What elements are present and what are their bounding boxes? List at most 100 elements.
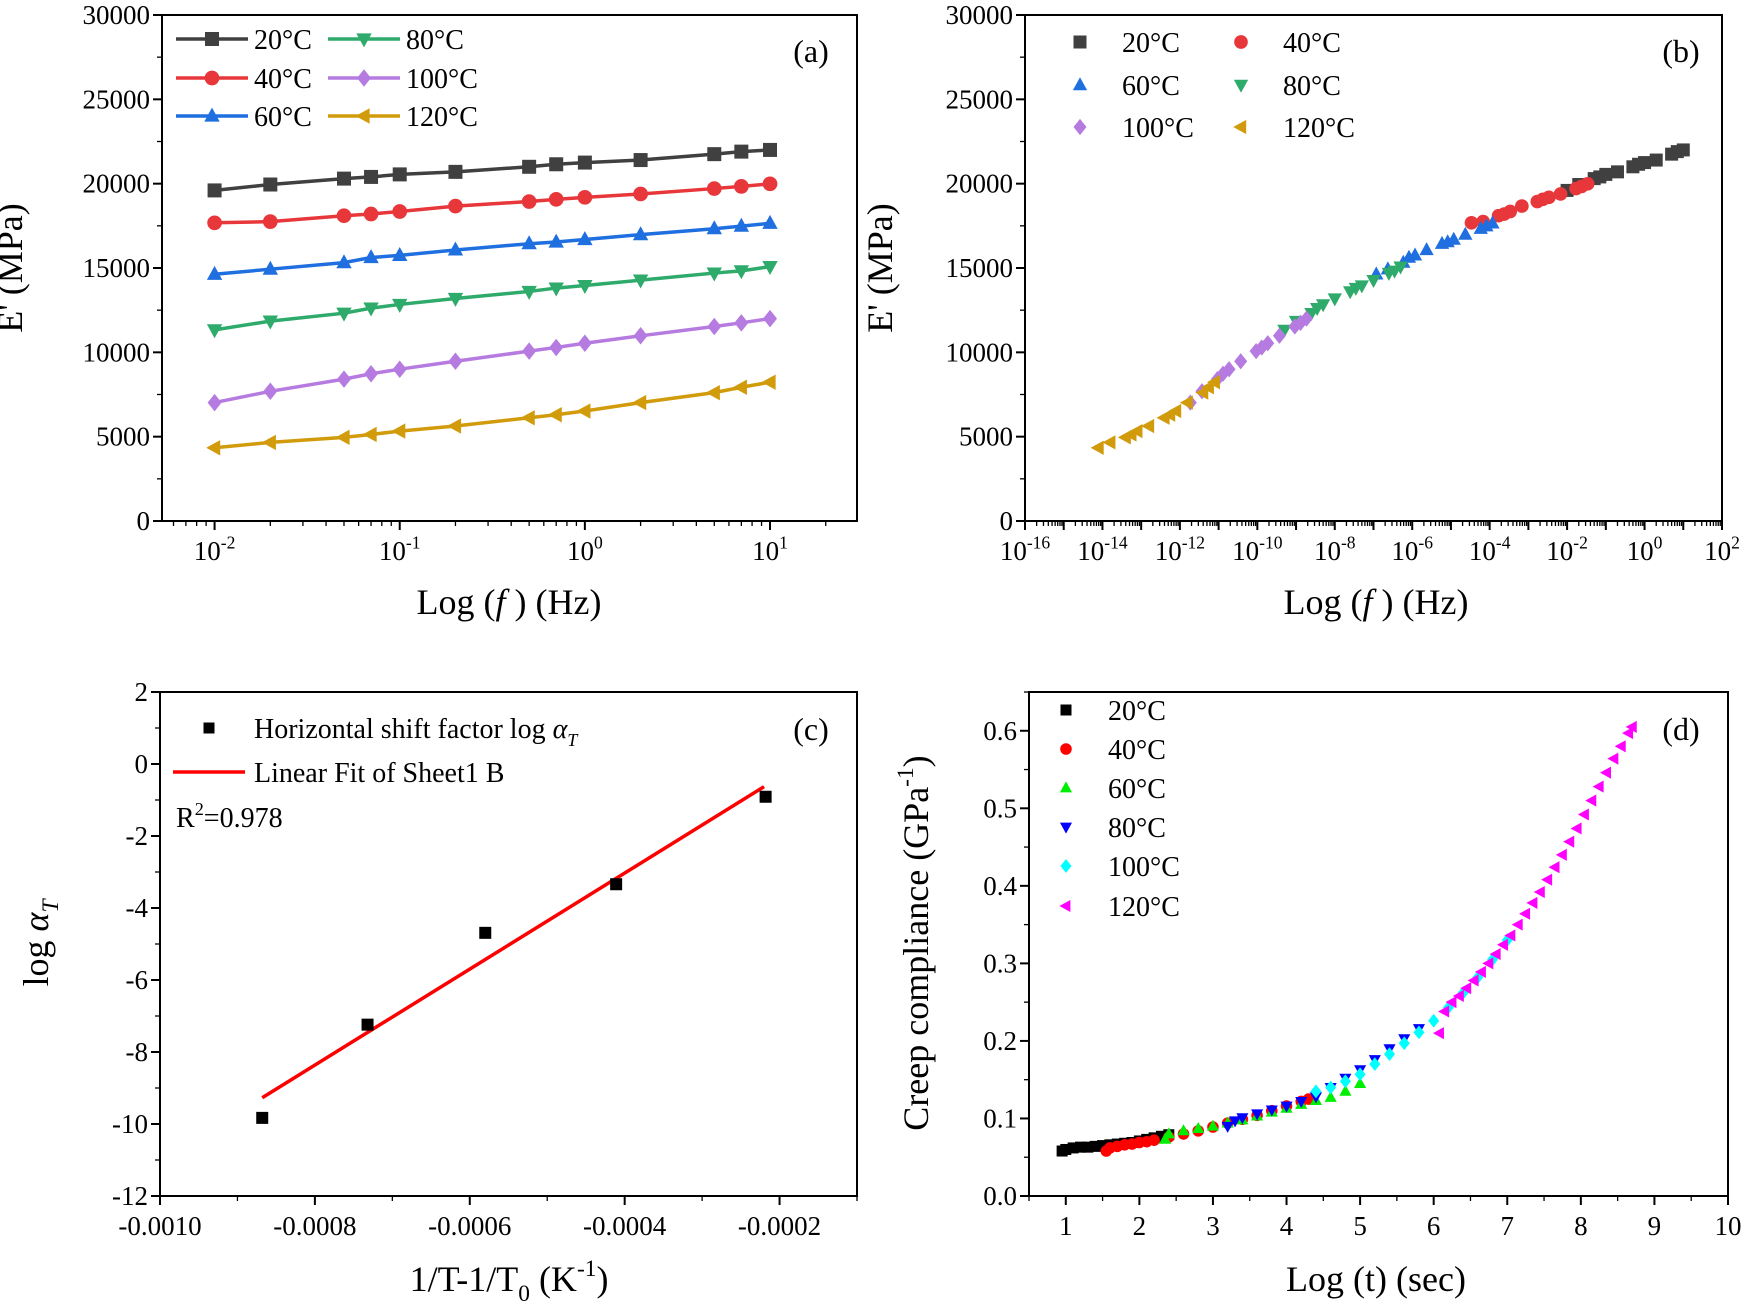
- data-point: [1577, 808, 1589, 821]
- y-tick-label: 15000: [83, 253, 151, 283]
- data-point: [1155, 1130, 1167, 1142]
- series-1: [1464, 177, 1595, 230]
- data-point: [548, 192, 564, 207]
- data-point: [522, 342, 537, 360]
- data-point: [1649, 153, 1663, 167]
- data-point: [1592, 780, 1604, 793]
- panel-d-frame: [1028, 691, 1729, 1197]
- y-tick-label: -2: [126, 821, 149, 851]
- x-tick-label: 101: [752, 533, 788, 566]
- data-point: [392, 204, 408, 219]
- data-point: [448, 352, 463, 371]
- data-point: [1325, 1080, 1337, 1095]
- y-tick-label: 10000: [946, 337, 1014, 367]
- x-tick-label: 10-2: [194, 533, 236, 566]
- legend-label: 80°C: [406, 25, 464, 56]
- data-point: [1504, 929, 1516, 942]
- legend-label: 60°C: [254, 102, 312, 133]
- legend-label: 60°C: [1108, 774, 1166, 805]
- x-tick-label: 10-6: [1391, 533, 1433, 566]
- data-point: [705, 384, 720, 401]
- panel-d: 1 2 3 4 5 6 7 8 9 10 0.0 0.1 0.2 0.3 0.4 0.5 0.6 Log (t) …: [893, 691, 1742, 1299]
- x-tick-label: 5: [1353, 1211, 1367, 1241]
- data-point: [1467, 974, 1479, 987]
- legend-label: 100°C: [406, 64, 478, 95]
- data-point: [759, 790, 772, 803]
- data-point: [1339, 1074, 1351, 1089]
- legend-label: 40°C: [1108, 735, 1166, 766]
- legend-label: 20°C: [254, 25, 312, 56]
- x-tick-label: 3: [1206, 1211, 1220, 1241]
- x-tick-label: 8: [1574, 1211, 1588, 1241]
- series-line: [214, 221, 771, 276]
- data-point: [447, 241, 464, 256]
- data-point: [633, 153, 648, 168]
- legend-marker: [1059, 781, 1073, 793]
- data-point: [1482, 957, 1494, 970]
- legend-label: 120°C: [406, 102, 478, 133]
- data-point: [1610, 165, 1624, 179]
- legend-label: 20°C: [1108, 696, 1166, 727]
- y-axis-title: E' (MPa): [860, 203, 900, 332]
- y-tick-label: 25000: [83, 84, 151, 114]
- data-point: [448, 198, 463, 214]
- data-point: [1369, 1057, 1381, 1072]
- data-point: [262, 214, 278, 229]
- linear-fit-line: [261, 785, 765, 1100]
- series-line: [214, 316, 771, 405]
- data-point: [262, 260, 279, 275]
- data-point: [263, 177, 278, 192]
- data-point: [336, 307, 352, 322]
- data-point: [1432, 1027, 1444, 1040]
- legend-marker: [1072, 77, 1088, 91]
- data-point: [1177, 1124, 1190, 1136]
- data-point: [335, 429, 350, 446]
- data-point: [1366, 274, 1381, 288]
- data-point: [1324, 1090, 1337, 1102]
- data-point: [1265, 1105, 1278, 1117]
- y-tick-label: 0.6: [983, 716, 1017, 746]
- data-point: [1446, 231, 1461, 245]
- data-point: [1599, 167, 1613, 181]
- y-tick-label: -4: [126, 893, 149, 923]
- data-point: [1168, 403, 1182, 419]
- data-point: [1638, 156, 1652, 170]
- data-point: [707, 147, 722, 162]
- data-point: [733, 217, 750, 232]
- data-point: [707, 317, 722, 336]
- legend-marker: [1060, 704, 1072, 716]
- legend-marker: [203, 722, 215, 734]
- y-tick-label: 2: [135, 677, 149, 707]
- data-point: [363, 302, 379, 317]
- series-5: [206, 374, 776, 456]
- data-point: [1206, 375, 1220, 390]
- data-point: [1515, 199, 1529, 213]
- data-point: [447, 418, 462, 434]
- data-point: [1464, 215, 1479, 230]
- legend-label: 20°C: [1122, 28, 1180, 59]
- data-point: [1458, 226, 1473, 240]
- data-point: [1542, 190, 1556, 205]
- data-point: [577, 155, 592, 170]
- data-point: [1234, 353, 1248, 370]
- series-1: [207, 176, 778, 231]
- data-point: [1097, 1140, 1109, 1152]
- data-point: [521, 194, 537, 209]
- series-4: [207, 309, 778, 412]
- y-tick-label: 20000: [946, 169, 1014, 199]
- x-tick-label: -0.0004: [583, 1211, 667, 1241]
- data-point: [1599, 766, 1611, 779]
- x-tick-label: 10-8: [1314, 533, 1356, 566]
- panel-label: (b): [1662, 33, 1699, 69]
- data-point: [1625, 720, 1637, 733]
- data-point: [1060, 1143, 1072, 1155]
- data-point: [1067, 1142, 1079, 1154]
- data-point: [1413, 1025, 1425, 1040]
- data-point: [549, 157, 564, 172]
- legend-marker: [1073, 35, 1087, 49]
- legend-marker: [1233, 79, 1249, 93]
- y-tick-label: 10000: [83, 337, 151, 367]
- data-point: [1622, 727, 1634, 740]
- data-point: [364, 365, 379, 383]
